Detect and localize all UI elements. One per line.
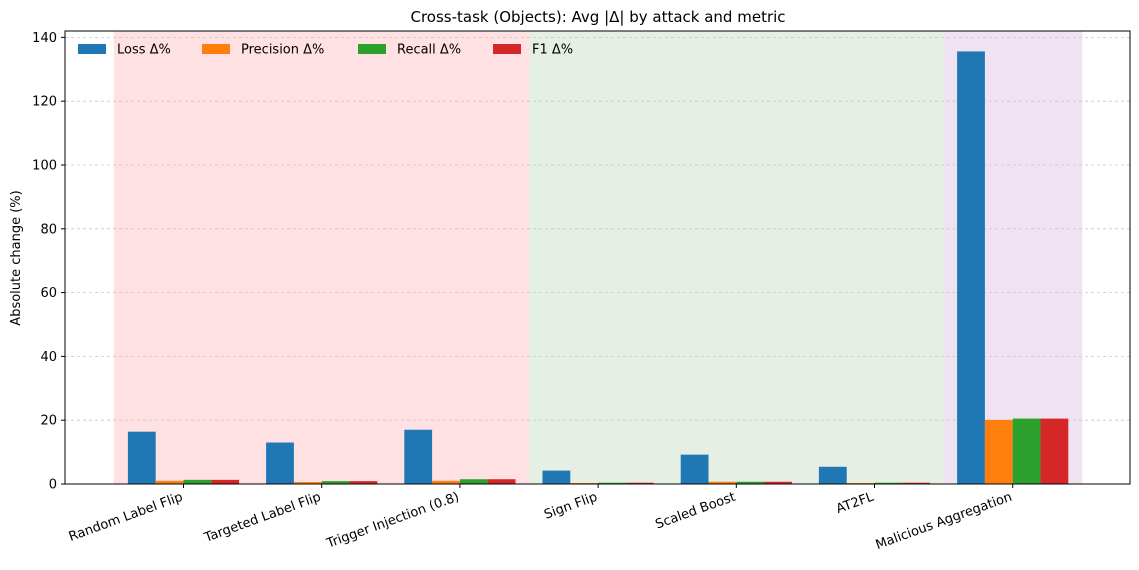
bar-f1--0 (211, 479, 240, 484)
bar-f1--1 (349, 481, 378, 484)
y-ticks: 0 20 40 60 80 100 120 140 (32, 31, 65, 493)
bar-f1--4 (764, 481, 792, 484)
bar-recall--1 (321, 481, 350, 484)
y-tick-label: 40 (40, 350, 57, 365)
bar-loss--3 (542, 470, 571, 484)
y-axis-label: Absolute change (%) (9, 190, 24, 325)
bar-recall--5 (874, 482, 903, 484)
y-tick-label: 100 (32, 158, 57, 173)
legend-swatch (202, 44, 230, 54)
bar-loss--1 (266, 442, 294, 484)
y-tick-label: 0 (49, 478, 57, 493)
y-tick-label: 120 (32, 95, 57, 110)
bar-f1--2 (487, 479, 516, 484)
legend-label: Precision Δ% (241, 43, 324, 58)
bar-recall--2 (459, 479, 488, 484)
bars-group (127, 51, 1069, 484)
bar-recall--6 (1012, 418, 1041, 484)
x-tick-label: Sign Flip (542, 490, 599, 523)
x-tick-label: Random Label Flip (67, 490, 185, 545)
legend: Loss Δ% Precision Δ% Recall Δ% F1 Δ% (78, 43, 573, 58)
y-tick-label: 60 (40, 286, 57, 301)
bar-precision--1 (293, 482, 322, 484)
x-tick-label: Scaled Boost (654, 490, 738, 533)
background-band-0 (113, 31, 530, 484)
legend-swatch (78, 44, 106, 54)
bar-loss--4 (680, 454, 709, 484)
legend-label: Recall Δ% (397, 43, 461, 58)
legend-label: F1 Δ% (532, 43, 573, 58)
bar-precision--4 (708, 481, 737, 484)
bar-precision--6 (984, 419, 1013, 484)
bar-loss--6 (957, 51, 985, 484)
bar-loss--2 (404, 429, 433, 484)
y-tick-label: 20 (40, 414, 57, 429)
bar-f1--6 (1040, 418, 1069, 484)
plot-frame (64, 30, 1131, 485)
bar-precision--0 (155, 480, 184, 484)
bar-recall--0 (183, 479, 212, 484)
bar-precision--2 (432, 480, 460, 484)
x-tick-label: Targeted Label Flip (202, 490, 323, 546)
x-tick-label: Malicious Aggregation (874, 490, 1014, 553)
bar-recall--3 (598, 482, 626, 484)
axes (64, 30, 1131, 485)
x-ticks: Random Label Flip Targeted Label Flip Trig… (67, 484, 1014, 553)
legend-label: Loss Δ% (117, 43, 171, 58)
bar-recall--4 (736, 481, 765, 484)
legend-swatch (358, 44, 386, 54)
chart-title: Cross-task (Objects): Avg |Δ| by attack … (410, 8, 785, 26)
background-band-1 (529, 31, 944, 484)
background-bands (113, 31, 1083, 484)
bar-f1--3 (625, 482, 654, 484)
bar-f1--5 (902, 482, 931, 484)
x-tick-label: Trigger Injection (0.8) (324, 490, 461, 552)
y-tick-label: 80 (40, 222, 57, 237)
x-tick-label: AT2FL (834, 489, 876, 517)
y-tick-label: 140 (32, 31, 57, 46)
bar-loss--0 (127, 431, 156, 484)
bar-loss--5 (818, 466, 847, 484)
legend-swatch (493, 44, 521, 54)
